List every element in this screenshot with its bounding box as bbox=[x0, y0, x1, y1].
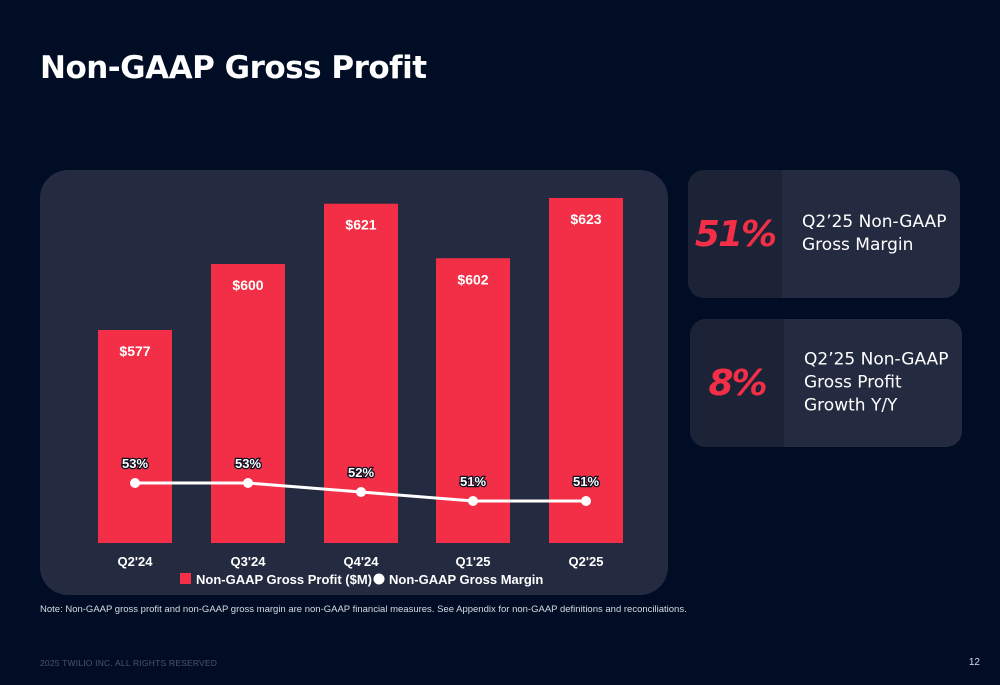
stat-label: Q2’25 Non-GAAP Gross Margin bbox=[802, 212, 947, 255]
margin-point bbox=[356, 487, 366, 497]
stat-value: 8% bbox=[708, 362, 767, 404]
x-tick-label: Q2'24 bbox=[118, 554, 154, 569]
margin-value-label: 53% bbox=[122, 456, 148, 471]
x-tick-label: Q3'24 bbox=[231, 554, 267, 569]
legend-label-line: Non-GAAP Gross Margin bbox=[389, 572, 543, 587]
stat-card-gross-margin: 51% Q2’25 Non-GAAP Gross Margin bbox=[688, 170, 960, 298]
stat-value: 51% bbox=[694, 213, 777, 255]
margin-value-label: 51% bbox=[460, 474, 486, 489]
bar-Q4'24 bbox=[324, 203, 398, 543]
bar-value-label: $623 bbox=[570, 211, 601, 227]
bar-value-label: $621 bbox=[345, 217, 376, 233]
x-tick-label: Q2'25 bbox=[569, 554, 604, 569]
x-tick-label: Q4'24 bbox=[344, 554, 380, 569]
margin-point bbox=[243, 478, 253, 488]
chart-card: $577 $600 $621 $602 $623 53% 53% 52% 51% 51% Q2'24… bbox=[40, 170, 668, 595]
bar-Q2'25 bbox=[549, 197, 623, 544]
margin-value-label: 53% bbox=[235, 456, 261, 471]
bar-value-label: $602 bbox=[457, 271, 488, 287]
margin-point bbox=[130, 478, 140, 488]
gross-profit-chart: $577 $600 $621 $602 $623 53% 53% 52% 51% 51% Q2'24… bbox=[98, 197, 623, 587]
page-number: 12 bbox=[968, 657, 980, 668]
footnote: Note: Non-GAAP gross profit and non-GAAP… bbox=[40, 604, 687, 615]
stat-number-panel: 51% bbox=[688, 170, 782, 298]
stat-card-profit-growth: 8% Q2’25 Non-GAAP Gross Profit Growth Y/… bbox=[690, 319, 962, 447]
stat-label: Q2’25 Non-GAAP Gross Profit Growth Y/Y bbox=[804, 349, 949, 416]
x-tick-label: Q1'25 bbox=[456, 554, 491, 569]
legend-swatch-line bbox=[373, 573, 385, 585]
margin-point bbox=[581, 496, 591, 506]
bar-Q2'24 bbox=[98, 330, 172, 543]
legend-swatch-bar bbox=[180, 573, 191, 584]
margin-value-label: 51% bbox=[573, 474, 599, 489]
bar-Q3'24 bbox=[211, 263, 285, 543]
legend-label-bar: Non-GAAP Gross Profit ($M) bbox=[196, 572, 372, 587]
margin-point bbox=[468, 496, 478, 506]
stat-number-panel: 8% bbox=[690, 319, 784, 447]
bar-value-label: $600 bbox=[232, 277, 263, 293]
bar-Q1'25 bbox=[436, 258, 510, 543]
copyright-footer: 2025 TWILIO INC. ALL RIGHTS RESERVED bbox=[40, 658, 218, 668]
bar-value-label: $577 bbox=[119, 343, 150, 359]
margin-value-label: 52% bbox=[348, 465, 374, 480]
page-title: Non-GAAP Gross Profit bbox=[40, 50, 427, 86]
